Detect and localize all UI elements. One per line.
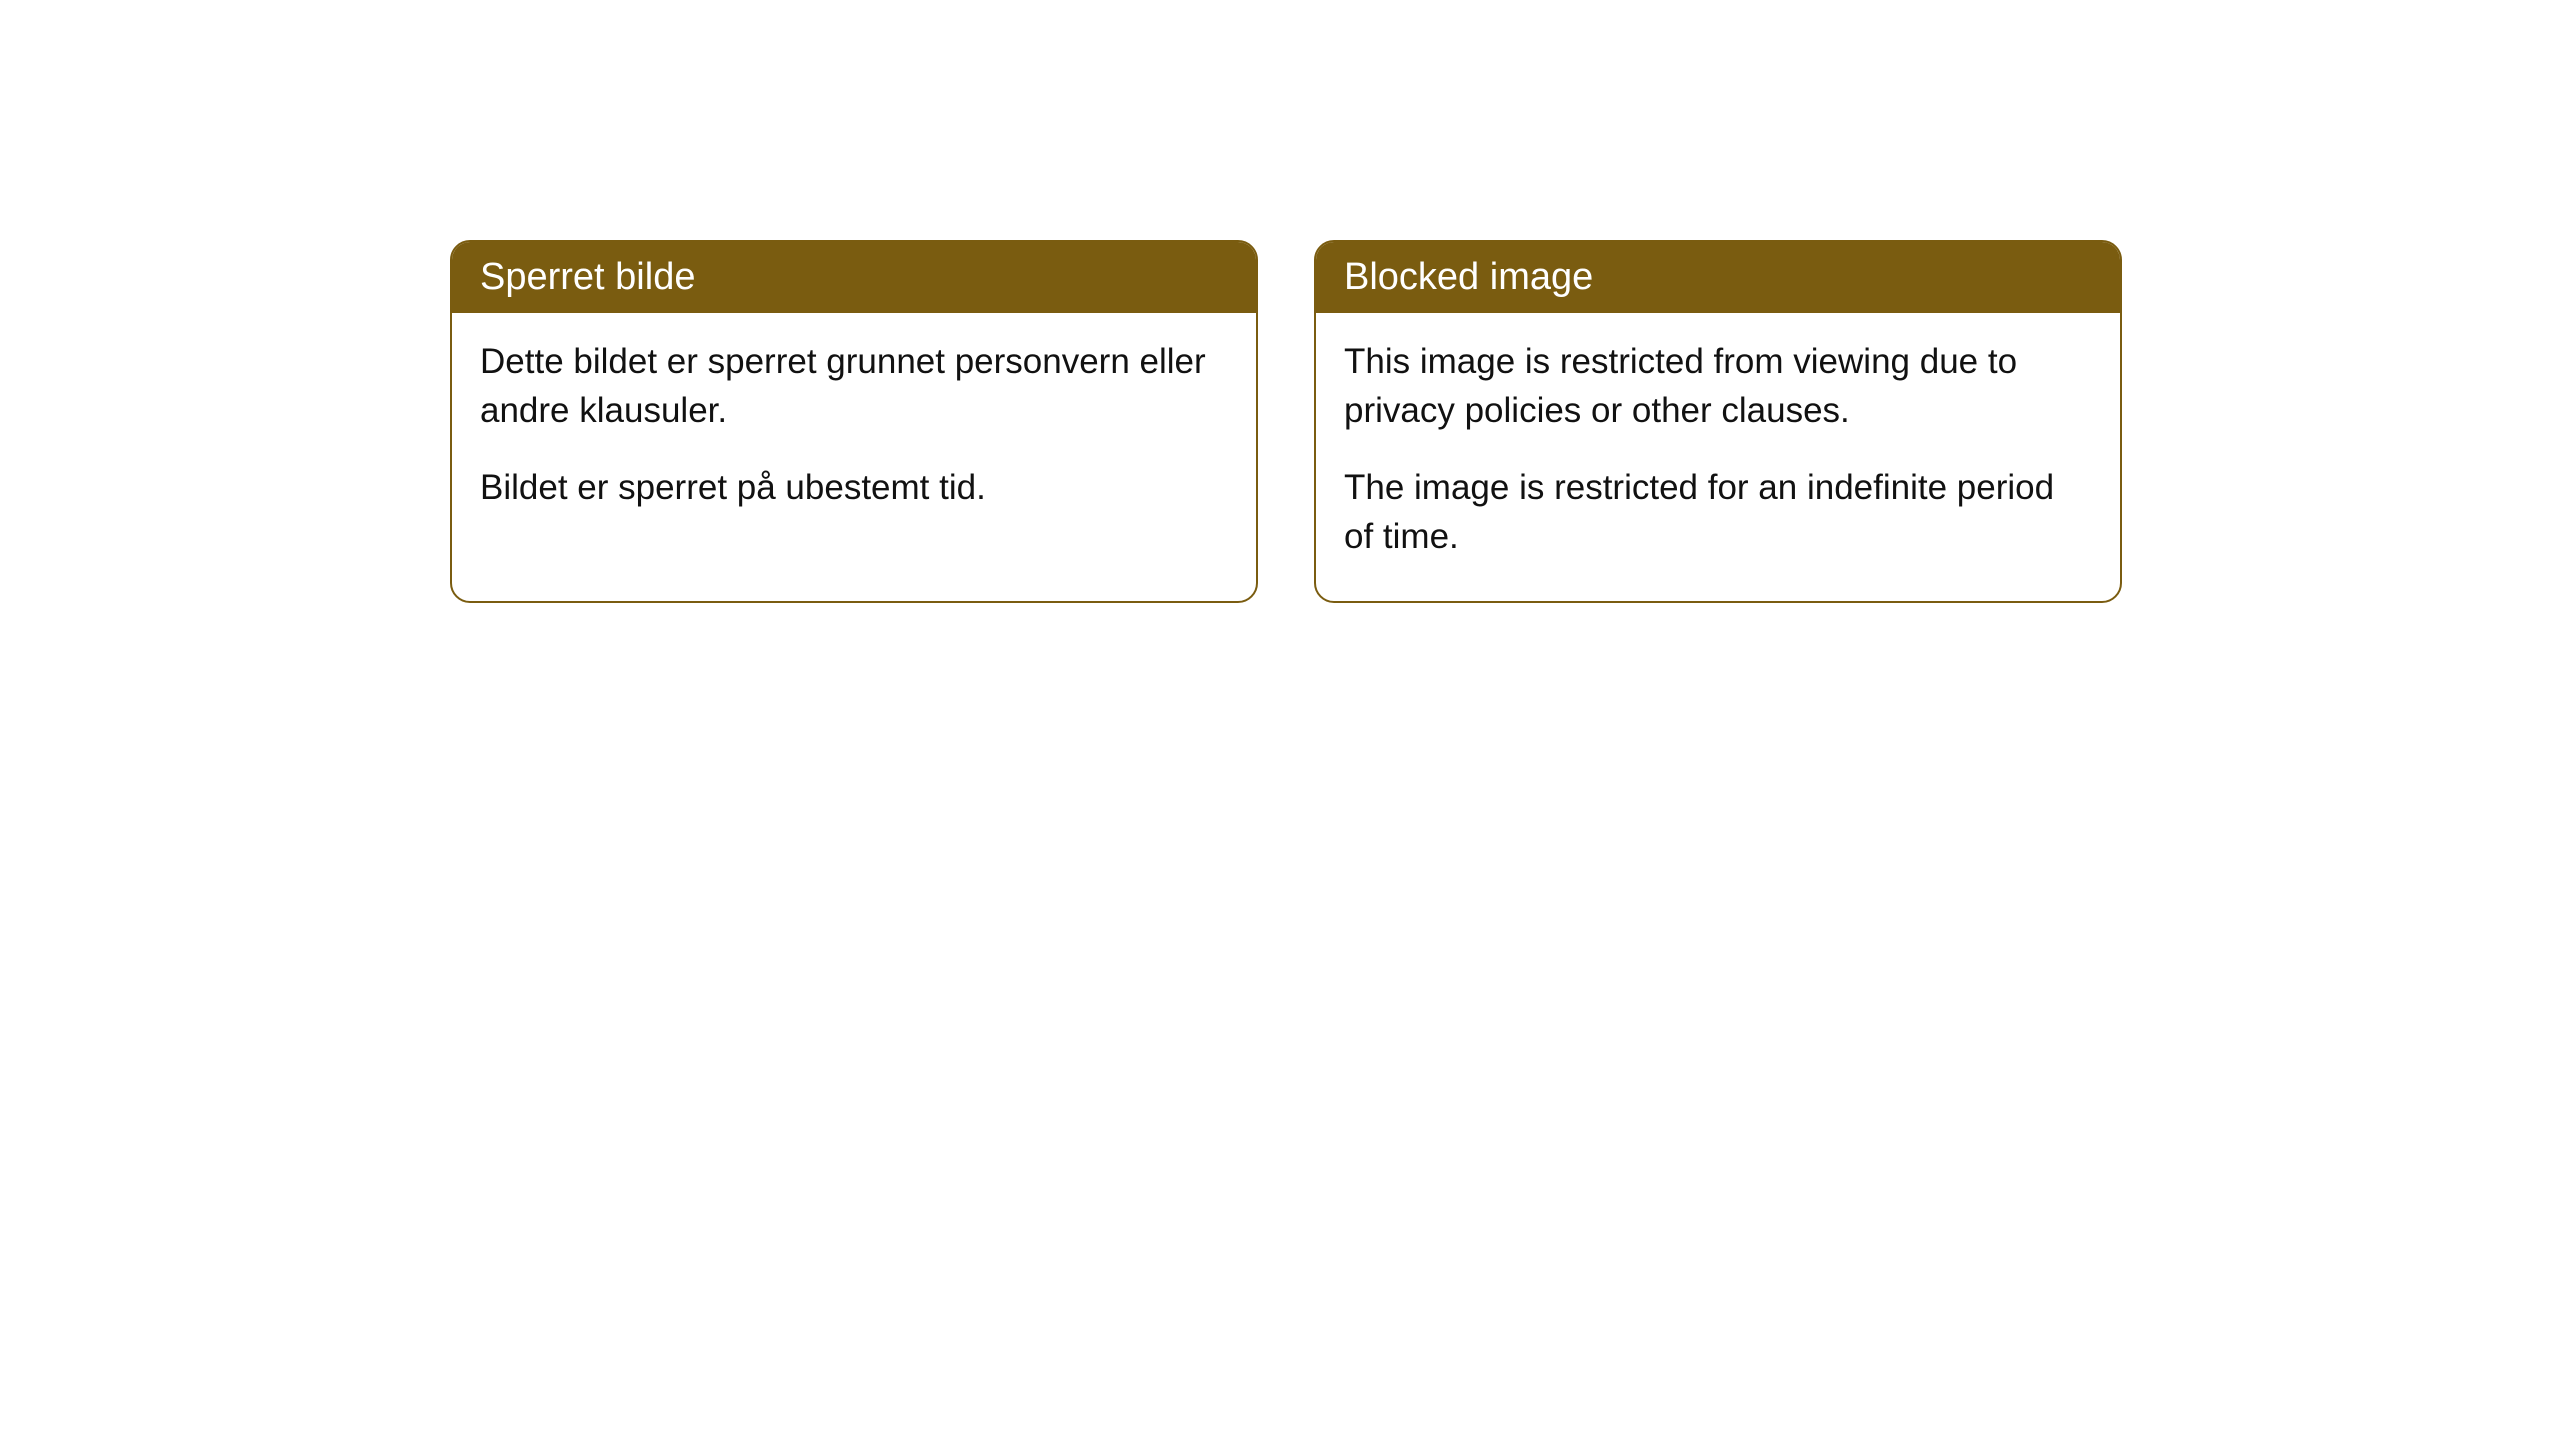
card-title: Sperret bilde	[480, 256, 695, 298]
card-body: This image is restricted from viewing du…	[1316, 313, 2120, 601]
card-title: Blocked image	[1344, 256, 1593, 298]
notice-cards-container: Sperret bilde Dette bildet er sperret gr…	[450, 240, 2122, 603]
notice-paragraph: This image is restricted from viewing du…	[1344, 337, 2092, 435]
notice-paragraph: Bildet er sperret på ubestemt tid.	[480, 463, 1228, 512]
card-header: Blocked image	[1316, 242, 2120, 313]
card-header: Sperret bilde	[452, 242, 1256, 313]
card-body: Dette bildet er sperret grunnet personve…	[452, 313, 1256, 552]
notice-paragraph: The image is restricted for an indefinit…	[1344, 463, 2092, 561]
notice-card-english: Blocked image This image is restricted f…	[1314, 240, 2122, 603]
notice-paragraph: Dette bildet er sperret grunnet personve…	[480, 337, 1228, 435]
notice-card-norwegian: Sperret bilde Dette bildet er sperret gr…	[450, 240, 1258, 603]
